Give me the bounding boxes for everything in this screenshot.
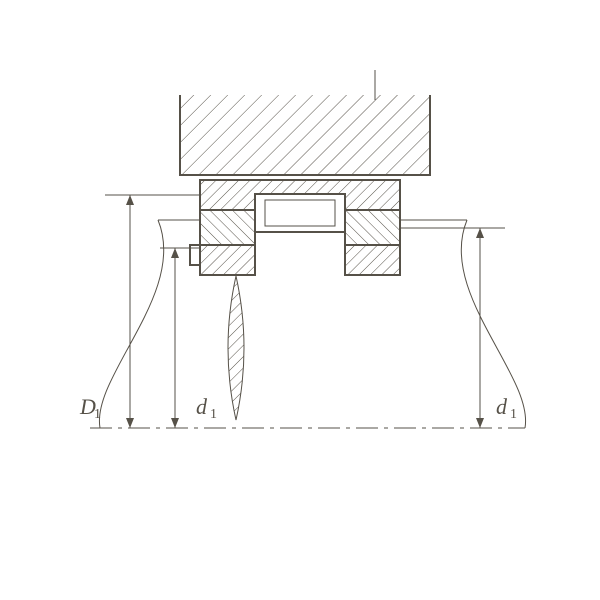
label-d1-left: d (196, 394, 208, 419)
bearing-cross-section-diagram: D1d1d1 (0, 0, 600, 600)
label-d1-right: d (496, 394, 508, 419)
label-D1-sub: 1 (94, 407, 101, 422)
label-d1-right-sub: 1 (510, 407, 517, 422)
label-d1-left-sub: 1 (210, 407, 217, 422)
